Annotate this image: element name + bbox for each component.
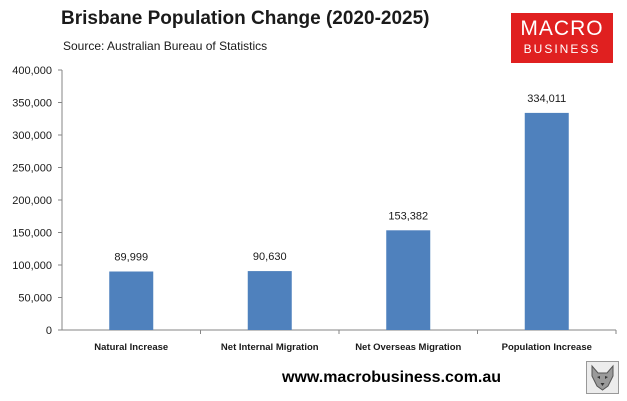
y-tick-label: 150,000 bbox=[12, 228, 52, 240]
y-tick-label: 200,000 bbox=[12, 195, 52, 207]
logo-bottom-text: BUSINESS bbox=[523, 42, 601, 56]
chart-source: Source: Australian Bureau of Statistics bbox=[63, 39, 268, 53]
website-url: www.macrobusiness.com.au bbox=[282, 369, 502, 386]
logo-top-text: MACRO bbox=[520, 17, 604, 40]
chart-title: Brisbane Population Change (2020-2025) bbox=[61, 8, 430, 29]
data-label: 89,999 bbox=[114, 252, 148, 264]
bar bbox=[109, 271, 154, 330]
wolf-icon bbox=[586, 361, 619, 394]
y-tick-label: 300,000 bbox=[12, 130, 52, 142]
macrobusiness-logo: MACRO BUSINESS bbox=[511, 13, 613, 63]
bar bbox=[247, 271, 292, 330]
data-label: 153,382 bbox=[388, 210, 428, 222]
category-label: Net Internal Migration bbox=[221, 342, 319, 353]
data-label: 334,011 bbox=[527, 93, 566, 105]
category-label: Natural Increase bbox=[94, 342, 168, 353]
data-label: 90,630 bbox=[253, 251, 287, 263]
y-tick-label: 0 bbox=[46, 325, 52, 337]
category-label: Population Increase bbox=[502, 342, 592, 353]
bar bbox=[386, 230, 431, 330]
category-label: Net Overseas Migration bbox=[355, 342, 461, 353]
y-tick-label: 50,000 bbox=[18, 293, 52, 305]
y-tick-label: 350,000 bbox=[12, 98, 52, 110]
y-tick-label: 250,000 bbox=[12, 163, 52, 175]
bar bbox=[524, 112, 569, 330]
y-tick-label: 400,000 bbox=[12, 65, 52, 77]
y-tick-label: 100,000 bbox=[12, 260, 52, 272]
